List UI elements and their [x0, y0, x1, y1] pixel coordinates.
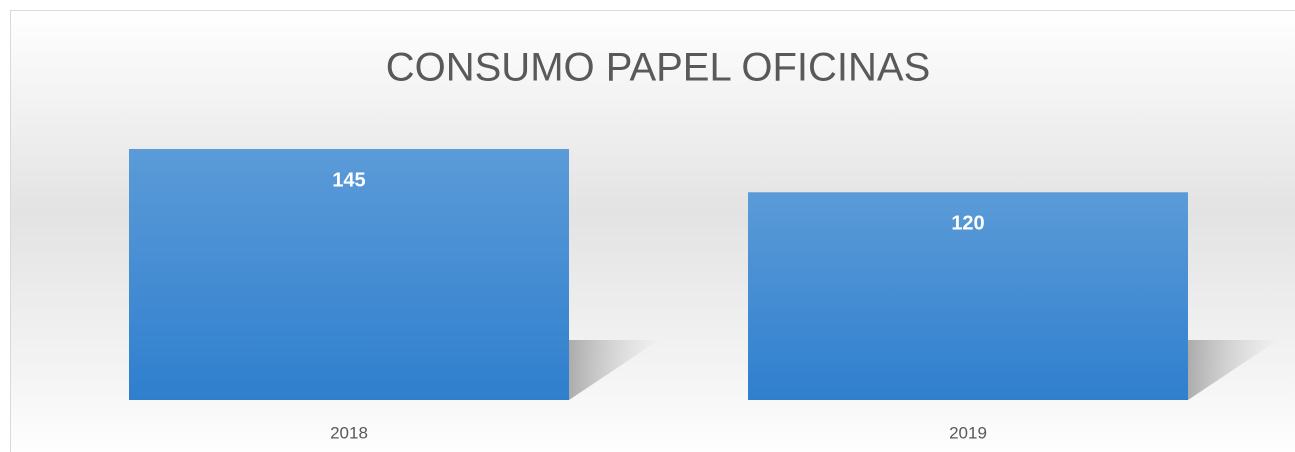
bar-shadow [1188, 340, 1278, 400]
x-tick-label: 2019 [949, 423, 987, 442]
chart-title: CONSUMO PAPEL OFICINAS [386, 46, 931, 90]
data-label: 120 [951, 213, 984, 235]
x-tick-label: 2018 [330, 423, 368, 442]
bar [748, 192, 1188, 400]
data-label: 145 [332, 169, 365, 191]
bar-shadow [569, 340, 659, 400]
bar [129, 149, 569, 400]
